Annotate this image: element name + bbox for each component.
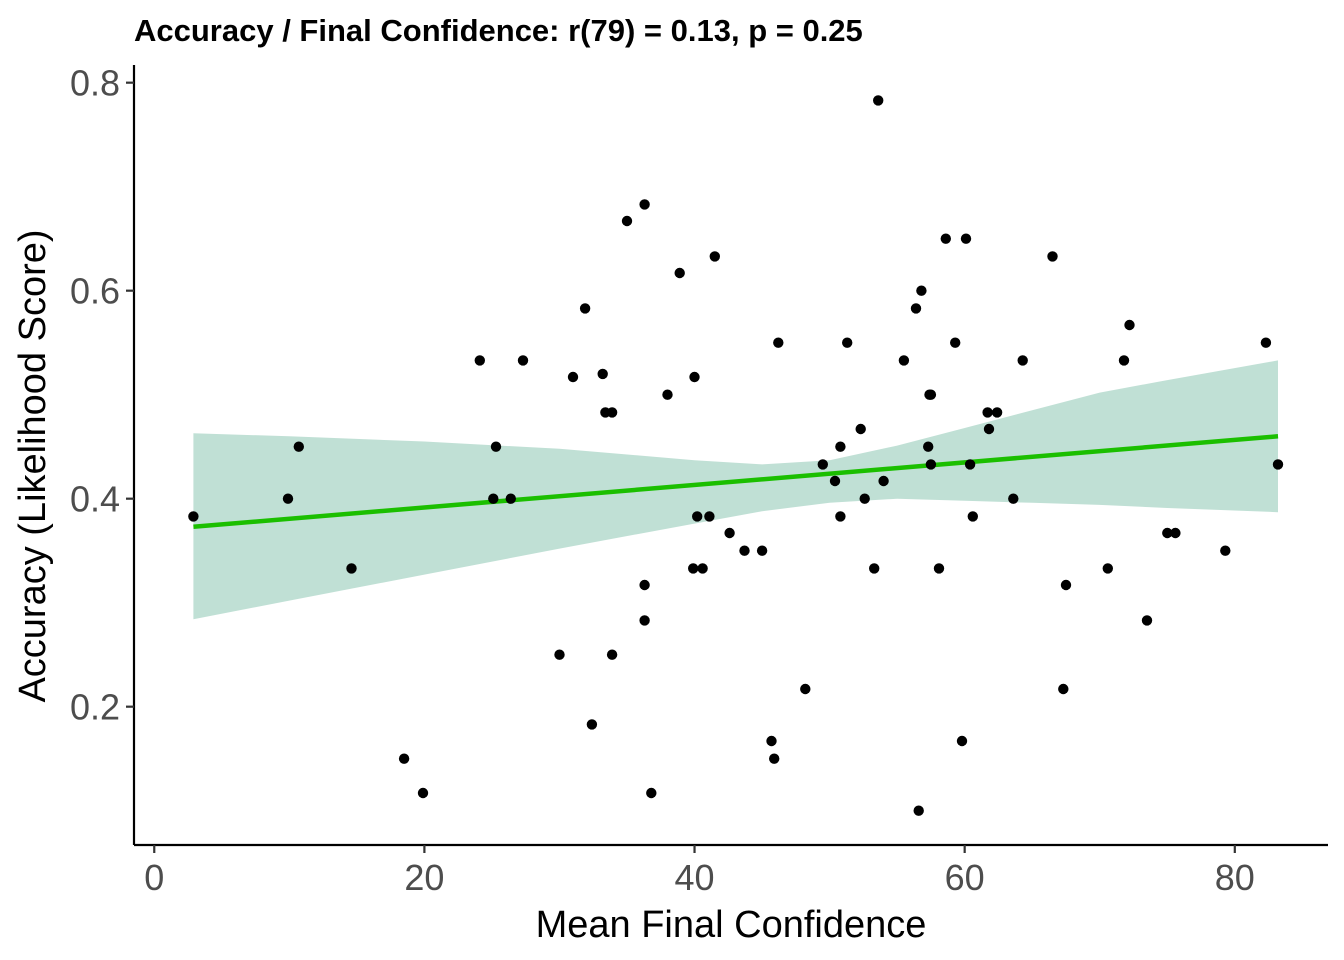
data-point	[662, 389, 673, 400]
data-point	[960, 233, 972, 244]
data-point	[983, 423, 995, 435]
data-point	[689, 371, 700, 383]
data-point	[956, 735, 968, 747]
data-point	[869, 563, 880, 574]
data-point	[842, 337, 853, 348]
x-axis-ticks: 0 20 40 60 80	[144, 845, 1255, 898]
data-point	[1220, 545, 1231, 556]
data-point	[1170, 527, 1181, 539]
data-point	[586, 719, 598, 730]
data-point	[554, 649, 565, 660]
data-point	[188, 511, 199, 522]
data-point	[925, 459, 937, 470]
data-point	[621, 215, 633, 227]
y-tick-label: 0.4	[70, 479, 120, 520]
data-point	[639, 199, 650, 210]
data-point	[940, 233, 951, 244]
data-point	[606, 407, 618, 418]
data-point	[913, 805, 924, 816]
data-point	[769, 753, 780, 764]
data-point	[1141, 615, 1153, 626]
data-point	[1118, 355, 1130, 366]
data-point	[490, 441, 502, 452]
data-point	[346, 563, 357, 574]
data-point	[829, 475, 841, 487]
x-tick-label: 60	[945, 857, 985, 898]
data-point	[674, 267, 685, 279]
data-point	[898, 355, 910, 366]
data-point	[773, 337, 784, 348]
data-point	[474, 355, 485, 366]
data-point	[1017, 355, 1028, 366]
data-point	[910, 303, 922, 314]
data-point	[766, 735, 777, 747]
data-point	[950, 337, 961, 348]
data-point	[579, 303, 591, 314]
data-point	[488, 493, 499, 504]
data-point	[697, 563, 708, 574]
data-point	[1058, 683, 1069, 695]
data-point	[597, 368, 608, 380]
data-point	[800, 683, 811, 695]
x-tick-label: 40	[675, 857, 715, 898]
data-point	[835, 441, 846, 452]
y-axis-ticks: 0.2 0.4 0.6 0.8	[70, 63, 134, 728]
x-tick-label: 20	[404, 857, 444, 898]
data-point	[724, 527, 735, 539]
x-tick-label: 0	[144, 857, 164, 898]
data-point	[967, 511, 978, 522]
data-point	[991, 407, 1003, 418]
data-point	[293, 441, 304, 452]
data-point	[1102, 563, 1114, 574]
data-point	[916, 285, 927, 296]
data-point	[817, 459, 828, 470]
data-point	[964, 459, 976, 470]
data-point	[859, 493, 870, 504]
data-point	[709, 251, 720, 262]
data-point	[567, 371, 579, 383]
data-point	[756, 545, 768, 556]
data-point	[923, 441, 934, 452]
data-point	[1124, 319, 1135, 331]
data-point	[878, 475, 889, 487]
data-point	[855, 423, 866, 435]
data-point	[692, 511, 703, 522]
data-point	[606, 649, 618, 660]
fit-line-layer	[193, 434, 1279, 530]
regression-line	[193, 434, 1279, 530]
data-point	[639, 579, 650, 591]
data-point	[873, 95, 884, 106]
data-point	[646, 787, 657, 799]
data-point	[1162, 527, 1173, 539]
data-point	[1047, 251, 1058, 262]
data-point	[704, 511, 715, 522]
y-tick-label: 0.2	[70, 687, 120, 728]
data-point	[1008, 493, 1019, 504]
x-tick-label: 80	[1215, 857, 1255, 898]
data-point	[517, 355, 529, 366]
chart-title: Accuracy / Final Confidence: r(79) = 0.1…	[134, 13, 863, 48]
data-point	[398, 753, 410, 764]
data-point	[933, 563, 945, 574]
data-point	[1260, 337, 1272, 348]
y-tick-label: 0.6	[70, 271, 120, 312]
data-point	[1060, 579, 1072, 591]
data-point	[282, 493, 294, 504]
confidence-band	[193, 360, 1278, 620]
data-point	[835, 511, 846, 522]
y-axis-title: Accuracy (Likelihood Score)	[12, 229, 54, 702]
data-point	[925, 389, 937, 400]
ci-band-layer	[193, 360, 1278, 620]
data-point	[505, 493, 516, 504]
data-point	[982, 407, 993, 418]
data-point	[739, 545, 750, 556]
y-tick-label: 0.8	[70, 63, 120, 104]
data-point	[688, 563, 699, 574]
x-axis-title: Mean Final Confidence	[536, 904, 927, 946]
data-point	[639, 615, 650, 626]
data-point	[1272, 459, 1284, 470]
points-layer	[188, 95, 1284, 816]
data-point	[417, 787, 429, 799]
